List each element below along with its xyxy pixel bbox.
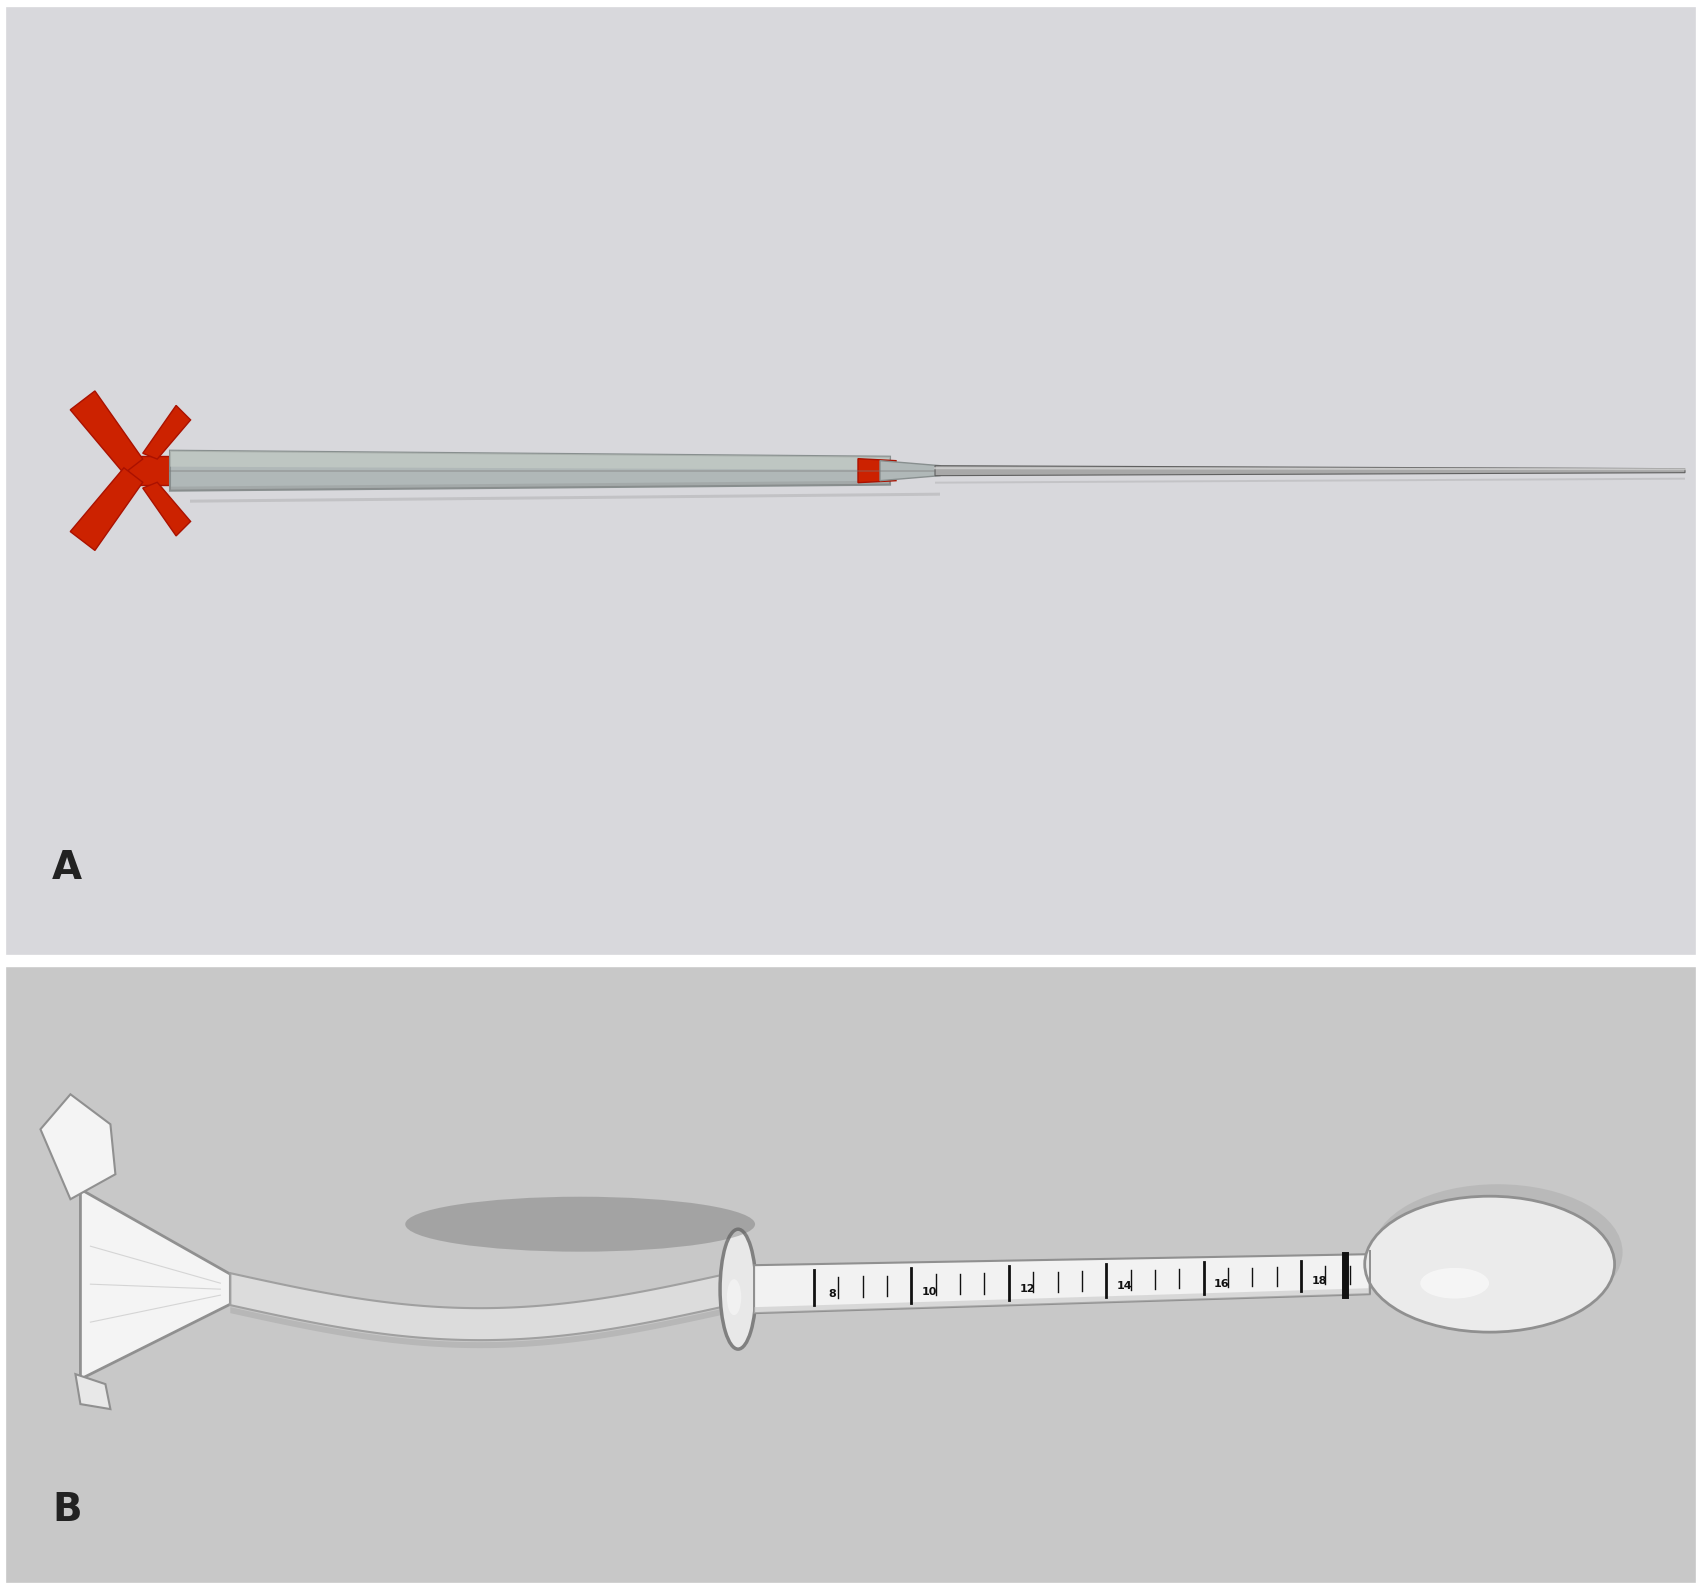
Text: 8: 8 <box>829 1289 836 1300</box>
Ellipse shape <box>720 1230 756 1349</box>
Polygon shape <box>70 391 143 474</box>
Polygon shape <box>934 466 1685 475</box>
Polygon shape <box>230 1308 730 1347</box>
Text: B: B <box>53 1490 82 1529</box>
Polygon shape <box>880 461 940 480</box>
Ellipse shape <box>1374 1184 1622 1320</box>
Ellipse shape <box>1365 1197 1615 1332</box>
Text: 14: 14 <box>1117 1281 1132 1292</box>
Polygon shape <box>128 456 172 485</box>
Polygon shape <box>170 480 890 491</box>
Text: A: A <box>53 849 82 887</box>
Polygon shape <box>75 1374 111 1409</box>
Text: 16: 16 <box>1214 1279 1231 1289</box>
Text: 18: 18 <box>1312 1276 1328 1287</box>
Polygon shape <box>170 451 890 470</box>
Polygon shape <box>0 0 1702 961</box>
Polygon shape <box>143 405 191 459</box>
Text: 10: 10 <box>922 1287 938 1297</box>
Polygon shape <box>754 1289 1370 1313</box>
Polygon shape <box>41 1095 116 1200</box>
Polygon shape <box>0 961 1702 1589</box>
Polygon shape <box>754 1254 1370 1313</box>
Polygon shape <box>70 467 143 550</box>
Ellipse shape <box>727 1279 742 1316</box>
Polygon shape <box>143 483 191 535</box>
Text: 12: 12 <box>1019 1284 1035 1293</box>
Polygon shape <box>80 1189 230 1379</box>
Ellipse shape <box>405 1197 756 1252</box>
Ellipse shape <box>1419 1268 1489 1298</box>
Polygon shape <box>170 451 890 491</box>
Polygon shape <box>191 493 940 502</box>
Polygon shape <box>934 478 1685 483</box>
Polygon shape <box>230 1273 730 1340</box>
Polygon shape <box>858 459 895 483</box>
